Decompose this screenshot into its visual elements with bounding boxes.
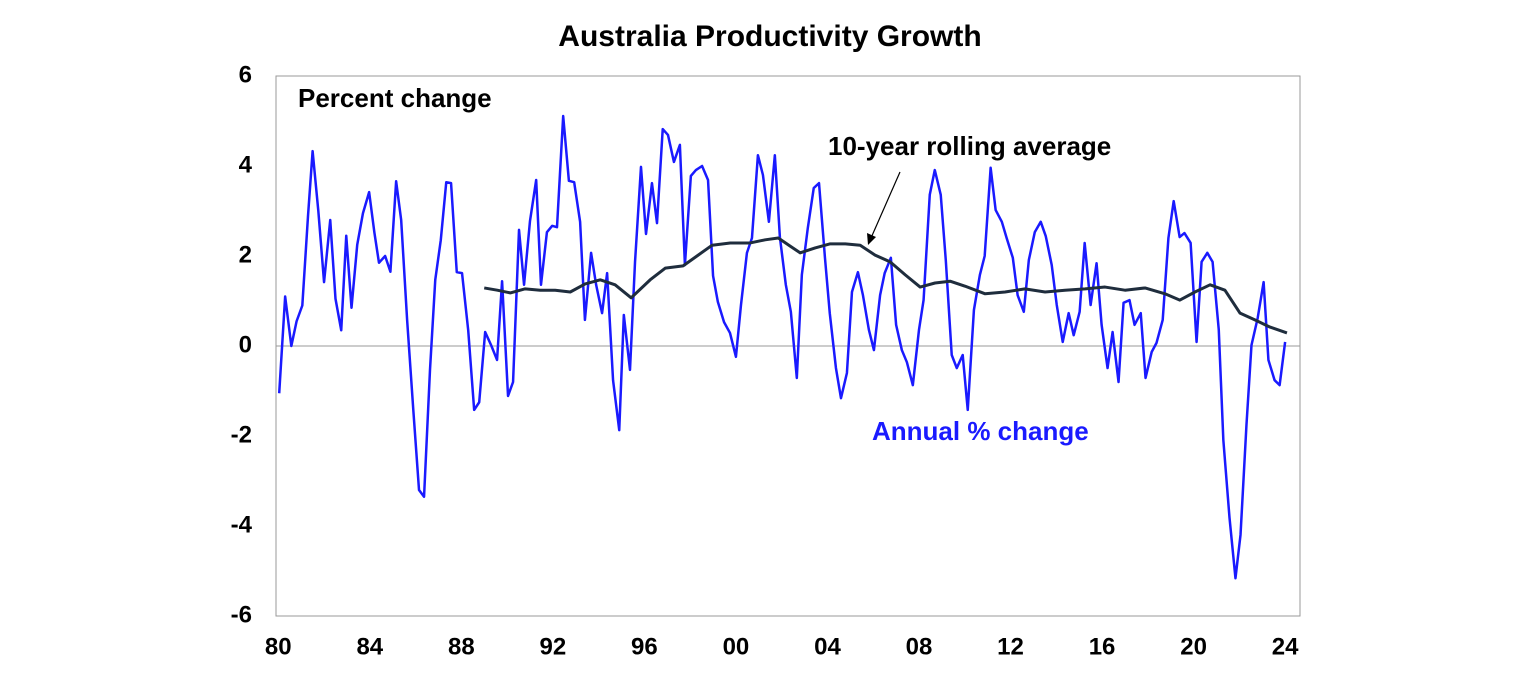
y-tick-label: 6 — [239, 61, 252, 88]
x-tick-label: 84 — [356, 633, 383, 660]
y-tick-label: -6 — [231, 601, 252, 628]
x-tick-label: 88 — [448, 633, 475, 660]
x-tick-label: 12 — [997, 633, 1024, 660]
x-tick-label: 16 — [1089, 633, 1116, 660]
x-tick-label: 20 — [1180, 633, 1207, 660]
x-tick-label: 24 — [1272, 633, 1299, 660]
arrow-head — [867, 233, 876, 245]
x-tick-label: 00 — [723, 633, 750, 660]
y-tick-label: 0 — [239, 331, 252, 358]
series-line — [277, 114, 1287, 580]
y-tick-label: -4 — [231, 511, 253, 538]
series-line — [483, 236, 1288, 335]
series-label: Annual % change — [872, 416, 1089, 446]
x-tick-label: 08 — [906, 633, 933, 660]
y-tick-label: 4 — [239, 151, 253, 178]
y-axis-label: Percent change — [298, 83, 492, 113]
x-tick-label: 96 — [631, 633, 658, 660]
x-tick-label: 80 — [265, 633, 292, 660]
chart-title: Australia Productivity Growth — [558, 20, 981, 53]
x-tick-label: 92 — [540, 633, 567, 660]
x-tick-label: 04 — [814, 633, 841, 660]
series-label: 10-year rolling average — [828, 131, 1111, 161]
y-tick-label: -2 — [231, 421, 252, 448]
arrow — [870, 171, 901, 239]
plot-frame — [275, 75, 1301, 617]
y-tick-label: 2 — [239, 241, 252, 268]
